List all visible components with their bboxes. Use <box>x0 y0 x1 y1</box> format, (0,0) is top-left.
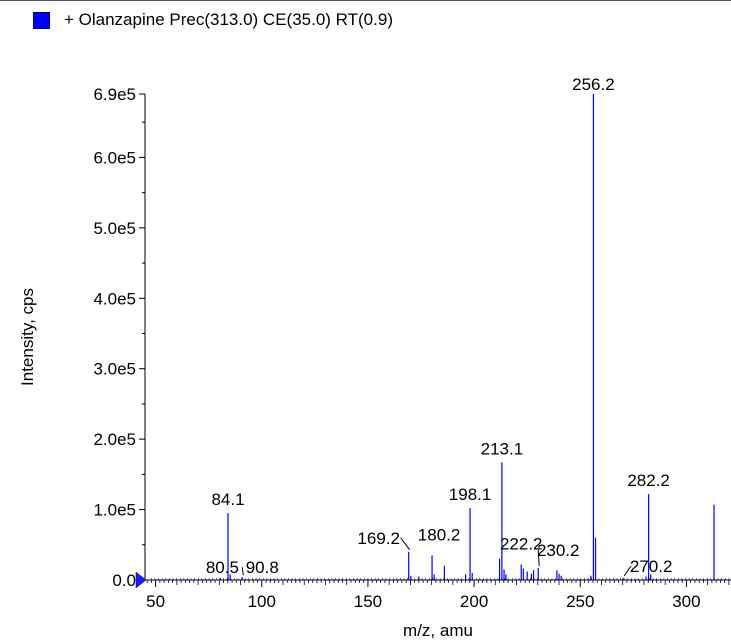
y-tick-label: 3.0e5 <box>93 360 136 379</box>
legend: + Olanzapine Prec(313.0) CE(35.0) RT(0.9… <box>33 6 393 34</box>
y-axis-title: Intensity, cps <box>18 288 37 386</box>
y-tick-label: 1.0e5 <box>93 501 136 520</box>
peak-labels-layer: 84.1 80.5 90.8 169.2 180.2 198.1 213.1 222.2230… <box>206 75 673 577</box>
peak-label-leader <box>400 537 411 551</box>
y-tick-label: 6.9e5 <box>93 85 136 104</box>
y-tick-label: 0.0 <box>112 571 136 590</box>
peak-label: 198.1 <box>449 485 492 504</box>
legend-swatch <box>33 11 50 29</box>
legend-label: + Olanzapine Prec(313.0) CE(35.0) RT(0.9… <box>64 10 393 29</box>
peak-label-leader <box>623 565 632 577</box>
peak-label: 256.2 <box>572 75 615 94</box>
peak-label: 80.5 <box>206 558 239 577</box>
x-tick-label: 200 <box>460 592 488 611</box>
x-tick-label: 150 <box>354 592 382 611</box>
x-range-marker[interactable] <box>135 571 147 589</box>
x-tick-label: 250 <box>566 592 594 611</box>
x-tick-label: 50 <box>146 592 165 611</box>
peak-label-leader <box>241 567 244 576</box>
peak-label: 213.1 <box>481 439 524 458</box>
peak-label: 90.8 <box>246 558 279 577</box>
x-axis-title: m/z, amu <box>403 621 473 640</box>
y-tick-label: 6.0e5 <box>93 148 136 167</box>
y-tick-label: 2.0e5 <box>93 430 136 449</box>
top-border <box>0 0 731 1</box>
ticks-layer: 0.0 1.0e5 2.0e5 3.0e5 4.0e5 5.0e5 6.0e5 6.9e5 50… <box>93 85 730 611</box>
y-tick-label: 5.0e5 <box>93 219 136 238</box>
peak-label: 282.2 <box>627 471 670 490</box>
x-tick-label: 100 <box>248 592 276 611</box>
peak-label: 84.1 <box>211 490 244 509</box>
peak-label: 180.2 <box>418 525 461 544</box>
peak-label: 222.2 <box>500 535 543 554</box>
peak-label: 169.2 <box>357 529 400 548</box>
peak-label: 270.2 <box>630 557 673 576</box>
y-tick-label: 4.0e5 <box>93 289 136 308</box>
peak-label-leader <box>537 549 540 567</box>
peak-label: 230.2 <box>537 541 580 560</box>
x-tick-label: 300 <box>672 592 700 611</box>
